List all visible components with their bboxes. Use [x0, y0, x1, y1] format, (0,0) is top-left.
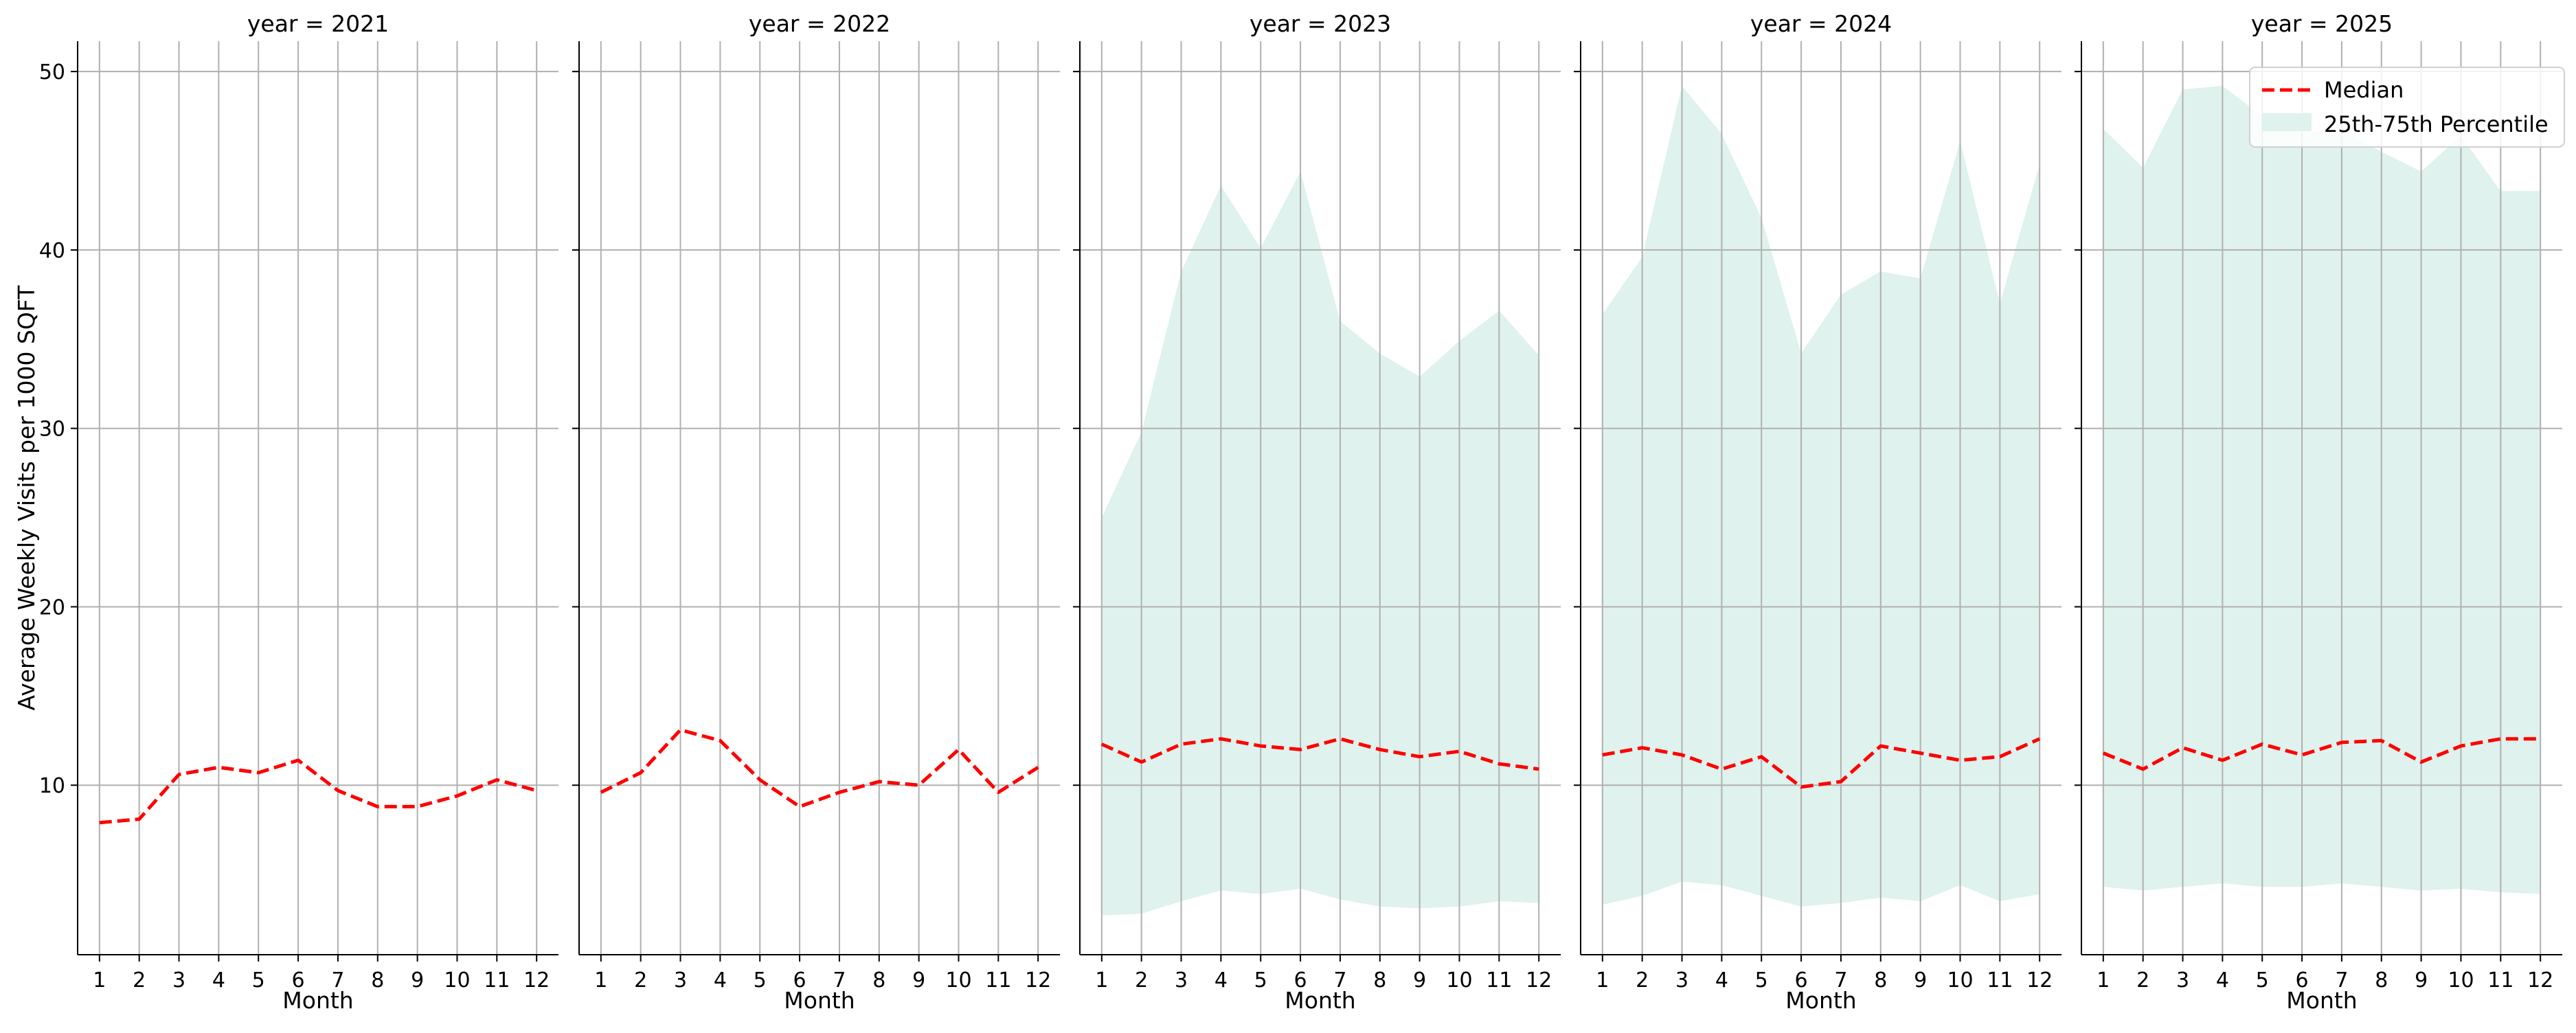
legend-band-label: 25th-75th Percentile	[2324, 111, 2549, 137]
x-tick-label: 4	[212, 968, 225, 992]
x-tick-label: 9	[2415, 968, 2428, 992]
x-tick-label: 9	[1914, 968, 1927, 992]
panel-title: year = 2023	[1250, 10, 1391, 37]
x-tick-label: 1	[1095, 968, 1108, 992]
x-tick-label: 10	[444, 968, 470, 992]
x-tick-label: 6	[1795, 968, 1808, 992]
x-tick-label: 2	[1135, 968, 1148, 992]
x-tick-label: 4	[1715, 968, 1728, 992]
x-tick-label: 1	[93, 968, 106, 992]
x-axis-label: Month	[1785, 987, 1856, 1014]
x-tick-label: 5	[1755, 968, 1768, 992]
x-tick-label: 9	[411, 968, 424, 992]
x-tick-label: 7	[833, 968, 846, 992]
x-tick-label: 8	[2375, 968, 2388, 992]
y-axis-label: Average Weekly Visits per 1000 SQFT	[13, 285, 40, 711]
x-tick-label: 7	[1834, 968, 1847, 992]
legend-median-label: Median	[2324, 77, 2404, 103]
median-line-4	[2102, 737, 2541, 771]
x-tick-label: 11	[985, 968, 1011, 992]
x-tick-label: 12	[2527, 968, 2553, 992]
x-tick-label: 11	[2487, 968, 2513, 992]
x-tick-label: 6	[1294, 968, 1307, 992]
percentile-band-2	[1101, 171, 1539, 916]
panel-title: year = 2021	[247, 10, 389, 37]
x-tick-label: 6	[2296, 968, 2309, 992]
x-tick-label: 3	[1675, 968, 1688, 992]
x-axis-label: Month	[282, 987, 353, 1014]
x-tick-label: 1	[2097, 968, 2110, 992]
x-tick-label: 12	[1526, 968, 1552, 992]
x-tick-label: 8	[1373, 968, 1386, 992]
y-tick-label: 20	[39, 595, 65, 620]
x-tick-label: 4	[714, 968, 727, 992]
x-tick-label: 12	[2026, 968, 2053, 992]
x-tick-label: 11	[1486, 968, 1512, 992]
x-tick-label: 7	[2335, 968, 2348, 992]
x-tick-label: 4	[2216, 968, 2229, 992]
median-line-3	[1602, 737, 2041, 789]
median-line-1	[600, 728, 1039, 808]
x-tick-label: 2	[634, 968, 647, 992]
x-tick-label: 6	[292, 968, 305, 992]
x-tick-label: 9	[1413, 968, 1426, 992]
x-tick-label: 7	[1333, 968, 1346, 992]
x-tick-label: 7	[331, 968, 344, 992]
x-tick-label: 3	[674, 968, 687, 992]
x-axis-label: Month	[2286, 987, 2357, 1014]
x-tick-label: 5	[252, 968, 265, 992]
median-line-2	[1100, 737, 1539, 771]
y-tick-label: 40	[39, 239, 65, 263]
median-line-0	[99, 758, 537, 825]
x-tick-label: 9	[912, 968, 925, 992]
x-tick-label: 2	[1636, 968, 1649, 992]
x-tick-label: 8	[371, 968, 384, 992]
legend-band-swatch	[2262, 113, 2312, 131]
panel-title: year = 2024	[1750, 10, 1892, 37]
y-tick-label: 10	[39, 774, 65, 798]
x-tick-label: 12	[1025, 968, 1051, 992]
x-tick-label: 1	[594, 968, 607, 992]
x-tick-label: 8	[1874, 968, 1887, 992]
x-tick-label: 3	[172, 968, 185, 992]
x-tick-label: 11	[484, 968, 510, 992]
x-tick-label: 3	[1175, 968, 1188, 992]
percentile-band-4	[2103, 85, 2541, 894]
x-tick-label: 2	[2136, 968, 2149, 992]
x-tick-label: 10	[1446, 968, 1472, 992]
percentile-band-3	[1602, 85, 2040, 907]
x-tick-label: 1	[1596, 968, 1609, 992]
x-tick-label: 5	[1254, 968, 1267, 992]
x-axis-label: Month	[1285, 987, 1355, 1014]
x-tick-label: 6	[793, 968, 806, 992]
y-tick-label: 50	[39, 60, 65, 84]
x-tick-label: 11	[1987, 968, 2013, 992]
x-tick-label: 4	[1214, 968, 1228, 992]
x-tick-label: 3	[2176, 968, 2189, 992]
x-tick-label: 2	[133, 968, 146, 992]
x-tick-label: 10	[2448, 968, 2474, 992]
panel-title: year = 2022	[749, 10, 890, 37]
x-tick-label: 8	[872, 968, 885, 992]
x-tick-label: 12	[523, 968, 550, 992]
legend-box	[2249, 67, 2565, 148]
x-tick-label: 10	[945, 968, 971, 992]
x-axis-label: Month	[784, 987, 855, 1014]
x-tick-label: 5	[2256, 968, 2269, 992]
panel-title: year = 2025	[2251, 10, 2393, 37]
y-tick-label: 30	[39, 418, 65, 442]
x-tick-label: 10	[1947, 968, 1973, 992]
x-tick-label: 5	[754, 968, 767, 992]
